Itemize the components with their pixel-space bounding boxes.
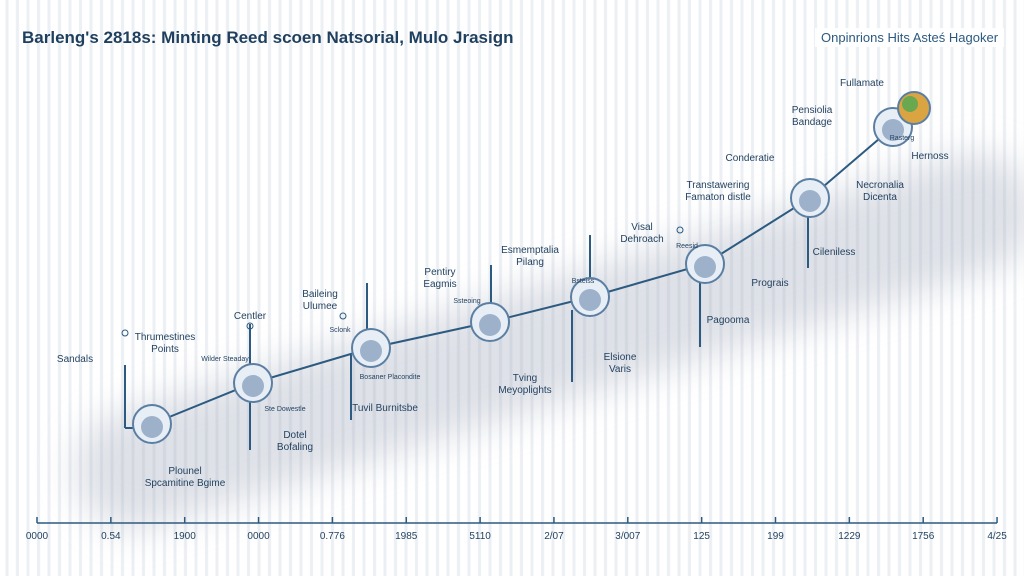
timeline-label: Pensiolia Bandage: [792, 105, 833, 129]
timeline-label: Tuvil Burnitsbe: [352, 403, 418, 415]
top-right-label: Onpinrions Hits Asteś Hagoker: [815, 28, 1005, 47]
timeline-label-line: Visal: [631, 222, 653, 233]
timeline-label-line: Sandals: [56, 354, 94, 365]
milestone-node-inner: [579, 289, 601, 311]
timeline-label-line: Dotel: [283, 430, 307, 441]
axis-tick-label: 0.776: [319, 531, 345, 542]
axis-tick-label: 0000: [247, 531, 270, 542]
timeline-label-line: Elsione: [603, 352, 637, 363]
small-label: Reesid: [676, 243, 698, 250]
timeline-label: Pagooma: [707, 315, 750, 327]
small-label: Wilder Steaday: [201, 356, 249, 363]
milestone-node-inner: [882, 119, 904, 141]
marker-dot: [246, 322, 254, 330]
small-label: Ste Dowestle: [264, 406, 306, 413]
timeline-label-line: Tuvil Burnitsbe: [352, 403, 418, 414]
axis-tick-label: 2/07: [544, 531, 564, 542]
marker-dot: [676, 226, 684, 234]
axis-tick-label: 1900: [173, 531, 196, 542]
timeline-label: Pentiry Eagmis: [423, 267, 456, 291]
page-title: Barleng's 2818s: Minting Reed scoen Nats…: [22, 28, 514, 47]
axis-tick-label: 0000: [25, 531, 49, 542]
milestone-node-inner: [141, 416, 163, 438]
timeline-label-line: Cileniless: [812, 247, 856, 258]
timeline-label-line: Centler: [233, 311, 267, 322]
timeline-label-line: Pilang: [516, 257, 544, 268]
milestone-node-inner: [242, 375, 264, 397]
axis-tick-label: 199: [767, 531, 784, 542]
timeline-label-line: Conderatie: [725, 153, 775, 164]
small-label: Bsteiss: [571, 278, 595, 285]
timeline-line: [151, 126, 894, 425]
timeline-label: Centler: [234, 311, 266, 323]
timeline-label: Plounel Spcamitine Bgime: [145, 466, 226, 490]
timeline-label: Sandals: [57, 354, 93, 366]
axis-tick-label: 4/25: [987, 531, 1007, 542]
timeline-label-line: Plounel: [168, 466, 202, 477]
milestone-node-inner: [479, 314, 501, 336]
timeline-label-line: Prograis: [751, 278, 789, 289]
small-label: Bosaner Placondite: [359, 374, 421, 381]
timeline-label-line: Transtawering: [686, 180, 750, 191]
axis-tick-label: 1229: [838, 531, 861, 542]
timeline-label-line: Famaton distle: [685, 192, 751, 203]
timeline-label: Fullamate: [840, 78, 884, 90]
timeline-label-line: Bandage: [791, 117, 833, 128]
timeline-label-line: Fullamate: [840, 78, 884, 89]
milestone-node-inner: [799, 190, 821, 212]
timeline-label-line: Meyoplights: [498, 385, 552, 396]
timeline-label-line: Baileing: [302, 289, 338, 300]
timeline-label: Thrumestines Points: [135, 332, 196, 356]
marker-dot: [339, 312, 347, 320]
accent-node-inner: [902, 96, 918, 112]
milestone-node-inner: [694, 256, 716, 278]
timeline-label-line: Spcamitine Bgime: [144, 478, 226, 489]
timeline-label-line: Hernoss: [911, 151, 949, 162]
timeline-label-line: Varis: [608, 364, 632, 375]
small-label: Rasterg: [889, 135, 915, 142]
milestone-node-inner: [360, 340, 382, 362]
timeline-label-line: Tving: [512, 373, 538, 384]
timeline-label: Hernoss: [911, 151, 948, 163]
timeline-label-line: Dehroach: [620, 234, 664, 245]
timeline-label: Baileing Ulumee: [302, 289, 338, 313]
timeline-label: Necronalia Dicenta: [856, 180, 904, 204]
timeline-label-line: Necronalia: [856, 180, 904, 191]
timeline-label: Prograis: [751, 278, 788, 290]
timeline-label: Conderatie: [726, 153, 775, 165]
timeline-label: Dotel Bofaling: [277, 430, 313, 454]
axis-tick-label: 0.54: [101, 531, 121, 542]
axis-tick-label: 125: [693, 531, 710, 542]
axis-tick-label: 1985: [395, 531, 418, 542]
axis-tick-label: 3/007: [615, 531, 641, 542]
timeline-label: Transtawering Famaton distle: [685, 180, 751, 204]
timeline-label-line: Ulumee: [302, 301, 338, 312]
timeline-label-line: Dicenta: [863, 192, 897, 203]
small-label: Ssteoing: [453, 298, 481, 305]
timeline-label: Elsione Varis: [604, 352, 637, 376]
timeline-label-line: Pagooma: [706, 315, 750, 326]
timeline-label: Cileniless: [813, 247, 856, 259]
timeline-label-line: Eagmis: [423, 279, 457, 290]
timeline-label-line: Points: [151, 344, 179, 355]
timeline-label: Visal Dehroach: [620, 222, 663, 246]
timeline-label-line: Esmemptalia: [501, 245, 559, 256]
axis-tick-label: 5110: [469, 531, 491, 542]
small-label: Sclonk: [329, 327, 351, 334]
timeline-label-line: Pensiolia: [791, 105, 833, 116]
timeline-label-line: Bofaling: [276, 442, 314, 453]
timeline-label: Tving Meyoplights: [498, 373, 551, 397]
timeline-label-line: Pentiry: [424, 267, 456, 278]
timeline-label-line: Thrumestines: [134, 332, 196, 343]
axis-tick-label: 1756: [912, 531, 935, 542]
marker-dot: [121, 329, 129, 337]
timeline-label: Esmemptalia Pilang: [501, 245, 559, 269]
